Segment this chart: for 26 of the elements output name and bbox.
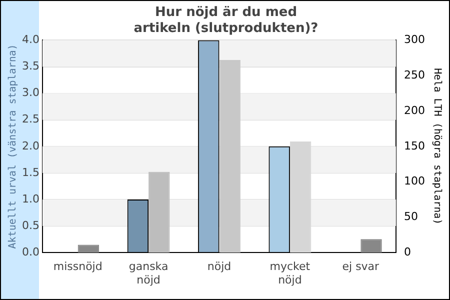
y-tick-label: 3.0: [22, 86, 40, 100]
y-tick-label: 0.0: [22, 245, 40, 258]
y2-tick-label: 100: [404, 174, 426, 188]
y2-tick-label: 150: [404, 139, 426, 152]
y-tick-label: 2.0: [22, 139, 40, 152]
y-axis-title: Aktuellt urval (vänstra staplarna): [8, 44, 19, 249]
bar: [360, 239, 382, 253]
bar: [78, 244, 100, 253]
y2-tick-label: 250: [404, 68, 426, 82]
x-tick-label: ej svar: [342, 260, 380, 274]
x-tick-label: mycket nöjd: [270, 260, 311, 286]
y-tick-label: 1.0: [22, 192, 40, 206]
y-tick-label: 4.0: [22, 33, 40, 46]
x-tick-label: nöjd: [207, 260, 232, 274]
y-tick-label: 2.5: [22, 112, 40, 126]
x-tick-label: ganska nöjd: [128, 260, 168, 286]
y-tick-label: 3.5: [22, 60, 40, 73]
x-tick-label: missnöjd: [53, 260, 102, 274]
y2-axis-title: Hela LTH (högra staplarna): [431, 68, 442, 225]
y2-tick-label: 200: [404, 104, 426, 117]
y2-tick-label: 50: [404, 210, 418, 224]
chart-title: Hur nöjd är du med artikeln (slutprodukten)?: [134, 5, 318, 36]
y-tick-label: 1.5: [22, 166, 40, 179]
y-tick-label: 0.5: [22, 218, 40, 232]
y2-tick-label: 300: [404, 33, 426, 46]
y2-tick-label: 0: [404, 245, 412, 258]
